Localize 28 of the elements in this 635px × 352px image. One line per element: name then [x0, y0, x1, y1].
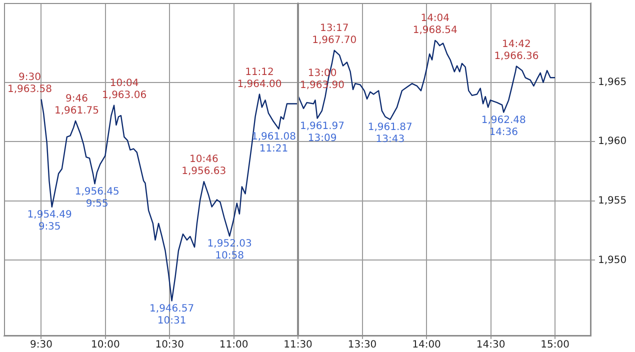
y-tick-label: 1,955	[598, 196, 627, 206]
x-tick-label: 15:00	[540, 340, 570, 351]
annotation: 11:12 1,964.00	[237, 66, 282, 90]
x-tick-label: 14:30	[476, 340, 506, 351]
annotation: 14:04 1,968.54	[412, 13, 458, 36]
annotation: 1,962.48 14:36	[481, 114, 526, 138]
x-tick-label: 10:30	[155, 340, 184, 351]
annotation: 13:17 1,967.70	[312, 22, 357, 46]
annotation: 1,946.57 10:31	[150, 303, 194, 326]
annotation: 9:30 1,963.58	[7, 72, 52, 95]
annotation: 10:46 1,956.63	[182, 154, 226, 178]
annotation: 10:04 1,963.06	[102, 78, 147, 101]
x-tick-label: 11:30	[284, 340, 312, 351]
annotation: 1,952.03 10:58	[207, 238, 252, 262]
annotation: 14:42 1,966.36	[494, 38, 539, 62]
annotation: 1,954.49 9:35	[27, 210, 72, 233]
annotation: 9:46 1,961.75	[54, 94, 100, 117]
x-tick-label: 11:00	[219, 340, 248, 351]
y-tick-label: 1,965	[598, 76, 627, 88]
y-tick-label: 1,950	[598, 254, 627, 266]
annotation: 1,956.45 9:55	[74, 186, 120, 210]
y-tick-label: 1,960	[598, 136, 627, 148]
annotation: 1,961.87 13:43	[368, 122, 412, 146]
annotation: 1,961.97 13:09	[300, 120, 345, 144]
x-tick-label: 9:30	[30, 340, 52, 351]
x-tick-label: 14:00	[412, 340, 441, 351]
x-tick-label: 10:00	[91, 340, 120, 351]
x-tick-label: 13:30	[348, 340, 377, 351]
